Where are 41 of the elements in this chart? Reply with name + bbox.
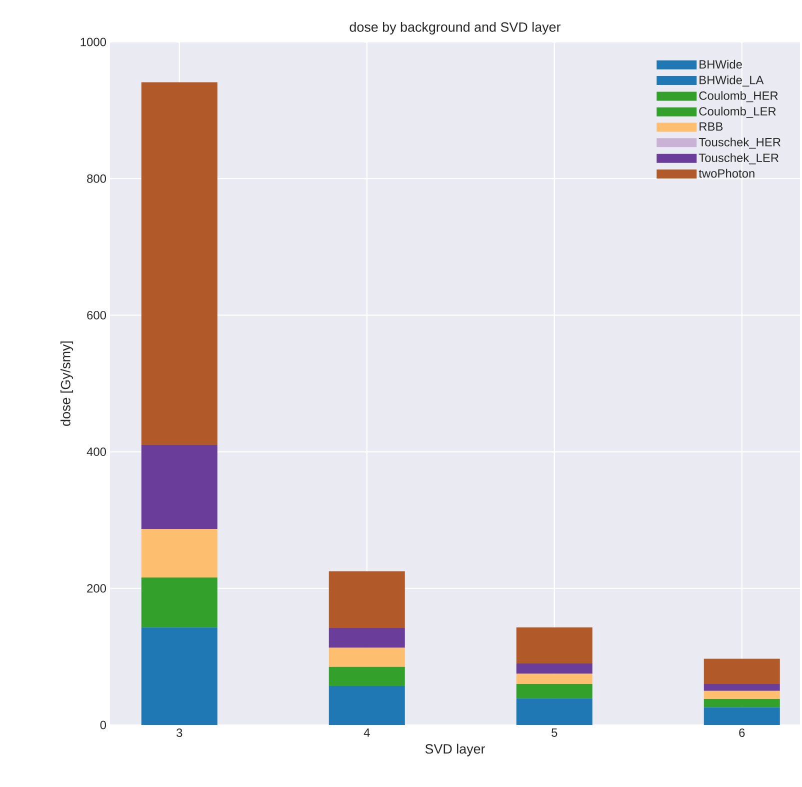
x-axis-title: SVD layer [425, 744, 486, 756]
bar [516, 674, 592, 684]
bar [704, 690, 780, 700]
legend-label: BHWide [700, 60, 742, 69]
legend-label: Coulomb_HER [699, 91, 778, 102]
bar [328, 666, 405, 686]
legend-label: Touschek_HER [698, 138, 780, 149]
y-tick-label: 600 [87, 310, 106, 320]
x-tick-label: 4 [364, 728, 370, 737]
bar [704, 707, 780, 725]
bar [704, 684, 780, 691]
bar [704, 699, 780, 708]
bar [141, 444, 218, 529]
legend-label: BHWide_LA [700, 75, 764, 87]
x-tick-label: 6 [739, 728, 745, 737]
y-axis-title: dose [Gy/smy] [60, 341, 74, 426]
bar [328, 571, 405, 628]
bar [516, 698, 592, 725]
bar [141, 528, 218, 578]
bar [516, 627, 592, 664]
y-tick-label: 800 [87, 174, 106, 183]
legend-label: Coulomb_LER [699, 106, 776, 118]
y-tick-label: 1000 [80, 38, 106, 46]
bar [141, 627, 218, 725]
y-tick-label: 0 [100, 720, 106, 730]
chart-title: dose by background and SVD layer [350, 22, 561, 34]
legend-label: twoPhoton [698, 168, 754, 178]
bar [141, 82, 218, 445]
legend-label: RBB [700, 122, 723, 131]
bar [516, 664, 592, 674]
legend-label: Touschek_LER [698, 153, 778, 164]
bar [328, 686, 405, 725]
bar [516, 684, 592, 698]
x-tick-label: 5 [552, 728, 558, 737]
bar [328, 628, 405, 648]
bar [704, 658, 780, 684]
y-tick-label: 200 [87, 584, 106, 593]
bar [328, 648, 405, 667]
bar [141, 577, 218, 628]
y-tick-label: 400 [86, 448, 106, 456]
x-tick-label: 3 [176, 728, 182, 737]
